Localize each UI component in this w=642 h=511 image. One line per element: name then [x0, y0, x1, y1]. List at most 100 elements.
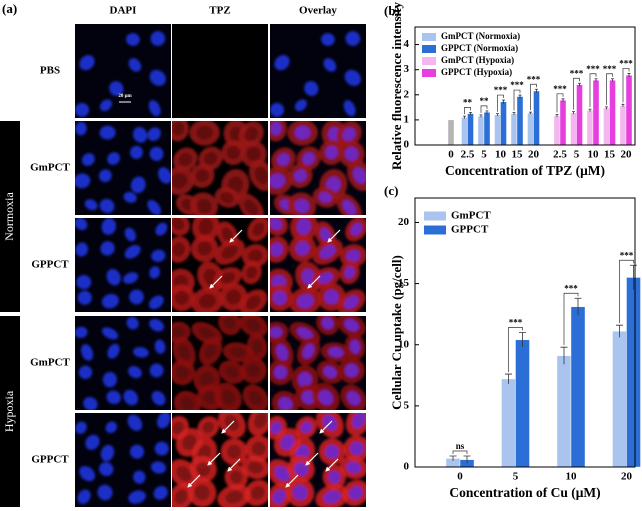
nucleus: [350, 222, 363, 236]
group-label: Hypoxia: [2, 390, 16, 432]
nucleus: [75, 218, 88, 231]
significance-label: ***: [527, 74, 541, 84]
nucleus: [245, 295, 261, 310]
nucleus: [128, 490, 146, 504]
nucleus: [246, 363, 261, 378]
arrow: [221, 420, 235, 434]
nucleus: [343, 295, 359, 310]
nucleus: [321, 316, 334, 330]
nucleus: [323, 58, 337, 72]
bar: [570, 306, 586, 468]
nucleus: [328, 470, 341, 484]
micrograph-content: [75, 31, 166, 117]
bar: [461, 117, 468, 146]
panel-label: (c): [384, 183, 398, 198]
bar: [603, 107, 610, 146]
column-header: TPZ: [209, 5, 230, 17]
nucleus: [246, 318, 261, 332]
bar: [586, 110, 594, 146]
nucleus: [248, 461, 263, 474]
bar: [447, 119, 455, 146]
nucleus: [196, 198, 212, 214]
nucleus: [270, 218, 283, 231]
nucleus: [81, 153, 95, 166]
bar: [494, 114, 501, 146]
y-tick-label: 2: [404, 88, 410, 100]
nucleus: [172, 173, 188, 189]
nucleus: [244, 199, 258, 215]
legend-label: GPPCT: [451, 224, 489, 236]
significance-bracket: [464, 107, 471, 115]
y-tick-label: 1: [404, 113, 410, 125]
significance-label: ***: [510, 80, 524, 90]
error-bar: [616, 324, 623, 338]
nucleus: [75, 421, 87, 435]
nucleus: [202, 421, 214, 434]
nucleus: [133, 470, 146, 484]
error-bar: [630, 264, 637, 290]
cells: [270, 413, 366, 507]
x-tick-label: 15: [512, 149, 524, 161]
y-tick-label: 3: [404, 63, 410, 75]
nucleus: [77, 290, 92, 305]
nucleus: [176, 466, 193, 482]
nucleus: [107, 152, 121, 165]
nucleus: [344, 69, 361, 86]
bar: [625, 75, 633, 146]
nucleus: [178, 344, 191, 361]
micrograph-content: [75, 413, 171, 505]
nucleus: [100, 444, 115, 462]
nucleus: [79, 55, 95, 71]
nucleus: [318, 191, 332, 203]
significance-bracket: [513, 89, 521, 111]
error-bar: [611, 78, 614, 82]
nucleus: [128, 365, 142, 379]
nucleus: [227, 145, 240, 160]
bar: [576, 84, 583, 146]
nucleus: [274, 55, 290, 71]
x-tick-label: 5: [513, 471, 519, 483]
cells: [270, 31, 361, 117]
nucleus: [154, 441, 169, 456]
nucleus: [147, 127, 161, 142]
arrow: [305, 452, 319, 466]
error-bar: [502, 99, 505, 104]
nucleus: [278, 396, 293, 410]
nucleus: [296, 218, 312, 235]
micrograph-content: [172, 218, 268, 312]
nucleus: [172, 326, 185, 338]
nucleus: [106, 268, 121, 286]
x-tick-label: 20: [528, 149, 540, 161]
nucleus: [297, 371, 312, 388]
bar: [533, 90, 540, 146]
y-tick-label: 4: [404, 38, 410, 50]
nucleus: [272, 489, 286, 505]
error-bar: [505, 373, 512, 384]
significance-bracket: [452, 450, 468, 454]
nucleus: [158, 167, 171, 184]
row-label: GmPCT: [30, 162, 70, 174]
nucleus: [274, 466, 291, 482]
nucleus: [101, 327, 119, 340]
nucleus: [345, 31, 361, 46]
nucleus: [304, 81, 319, 96]
nucleus: [102, 371, 117, 388]
nucleus: [105, 421, 117, 434]
arrow: [325, 458, 339, 472]
nucleus: [270, 102, 285, 117]
nucleus: [226, 289, 241, 305]
nucleus: [221, 245, 238, 259]
error-bar: [519, 332, 526, 348]
nucleus: [75, 242, 88, 257]
nucleus: [255, 167, 268, 184]
nucleus: [251, 441, 266, 456]
nucleus: [124, 227, 136, 242]
significance-label: ***: [603, 64, 617, 74]
nucleus: [248, 249, 263, 262]
nucleus: [292, 484, 308, 501]
group-bar: [0, 316, 20, 507]
nucleus: [130, 176, 146, 194]
row-label: PBS: [40, 65, 60, 77]
bar: [626, 277, 641, 468]
